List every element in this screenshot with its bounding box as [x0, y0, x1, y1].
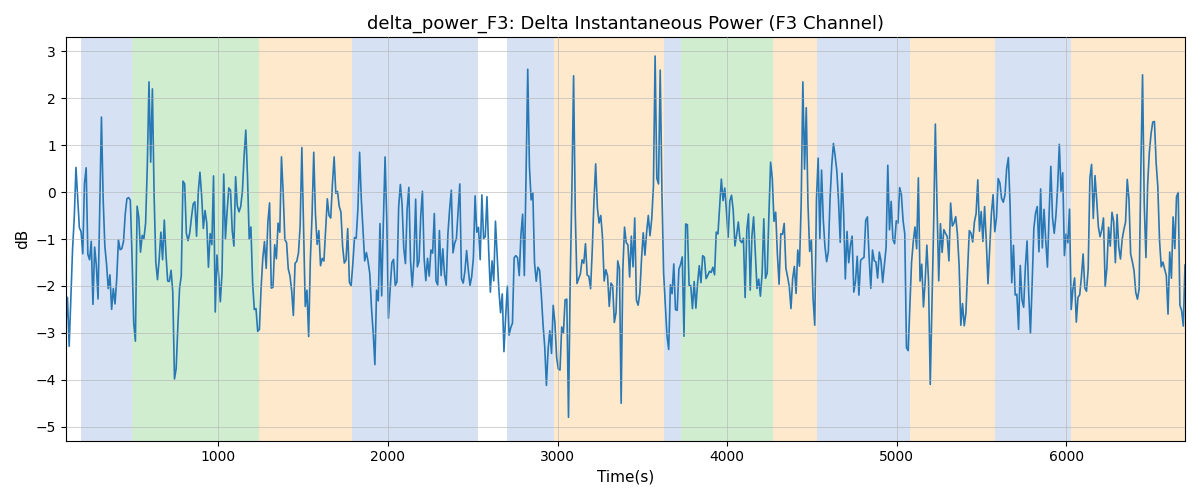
Bar — [995, 38, 1072, 440]
Bar — [132, 38, 259, 440]
Bar — [1072, 38, 1186, 440]
Bar — [353, 38, 478, 440]
Bar — [259, 38, 353, 440]
Y-axis label: dB: dB — [16, 229, 30, 249]
Bar — [682, 38, 773, 440]
Bar — [773, 38, 817, 440]
Bar — [911, 38, 995, 440]
Bar — [506, 38, 554, 440]
X-axis label: Time(s): Time(s) — [596, 470, 654, 485]
Title: delta_power_F3: Delta Instantaneous Power (F3 Channel): delta_power_F3: Delta Instantaneous Powe… — [367, 15, 884, 34]
Bar — [82, 38, 132, 440]
Bar — [817, 38, 911, 440]
Bar — [665, 38, 682, 440]
Bar — [554, 38, 665, 440]
